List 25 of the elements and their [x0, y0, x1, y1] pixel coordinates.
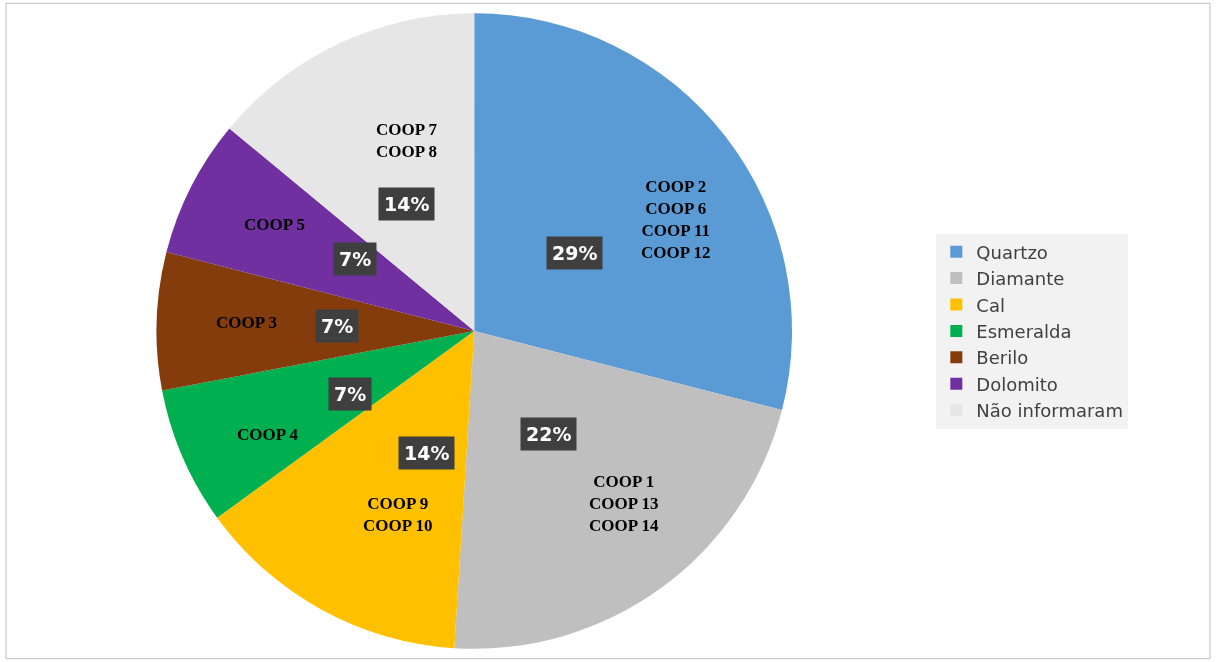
legend-label: Esmeralda [976, 320, 1072, 342]
data-label: 7% [339, 248, 372, 270]
text: COOP 1 COOP 13 COOP 14 [589, 472, 659, 536]
data-label: 14% [384, 193, 430, 215]
legend-label: Cal [976, 294, 1005, 316]
pie-slice [454, 331, 783, 649]
legend-label: Quartzo [976, 241, 1048, 263]
data-label: 7% [334, 383, 367, 405]
legend-label: Não informaram [976, 400, 1123, 422]
legend-label: Berilo [976, 347, 1029, 369]
text: COOP 5 [244, 215, 305, 234]
pie-slice [217, 331, 475, 649]
data-label: 14% [404, 442, 450, 464]
text: COOP 7 COOP 8 [376, 120, 438, 162]
text: COOP 3 [216, 313, 277, 332]
text: COOP 4 [237, 425, 299, 444]
text: COOP 9 COOP 10 [363, 494, 433, 536]
data-label: 7% [321, 315, 354, 337]
legend-label: Dolomito [976, 373, 1058, 395]
data-label: 22% [526, 423, 572, 445]
legend-label: Diamante [976, 268, 1065, 290]
pie-slice [474, 13, 792, 411]
text: COOP 2 COOP 6 COOP 11 COOP 12 [641, 177, 711, 263]
pie-slice [162, 331, 475, 518]
data-label: 29% [552, 242, 598, 264]
